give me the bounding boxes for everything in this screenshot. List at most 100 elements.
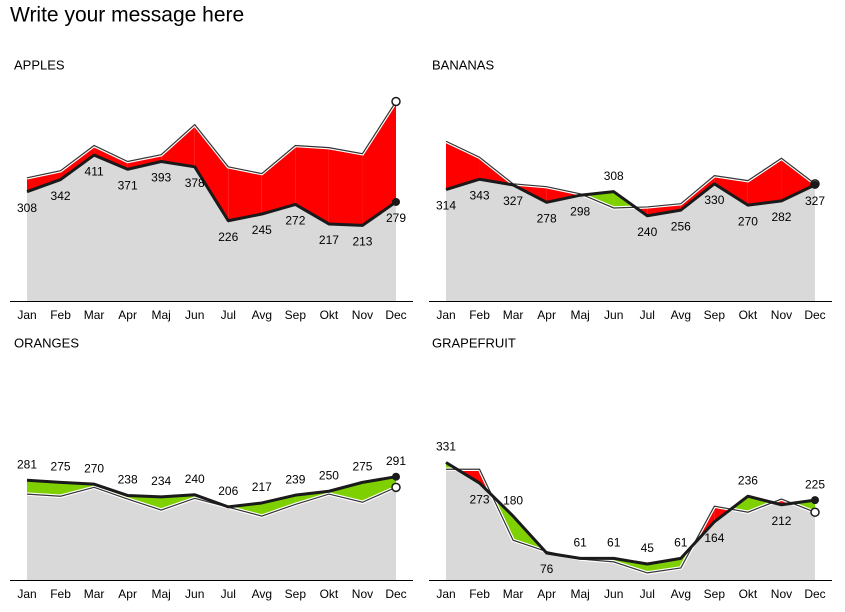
value-label: 279 <box>386 211 406 225</box>
difference-fill <box>362 476 396 503</box>
difference-fill <box>647 558 681 573</box>
x-tick-label: Jan <box>436 308 455 322</box>
chart-title: APPLES <box>14 57 65 72</box>
x-tick-label: Mar <box>503 587 524 601</box>
value-label: 278 <box>537 211 557 225</box>
x-tick-label: Sep <box>285 587 307 601</box>
value-label: 180 <box>503 493 523 507</box>
end-marker <box>392 197 400 206</box>
x-tick-label: Jan <box>17 587 36 601</box>
value-label: 308 <box>17 201 37 215</box>
x-tick-label: Nov <box>352 308 373 322</box>
x-tick-label: Maj <box>152 587 171 601</box>
value-label: 327 <box>805 194 825 208</box>
x-tick-label: Okt <box>320 587 339 601</box>
value-label: 240 <box>637 225 657 239</box>
x-tick-label: Jun <box>185 587 204 601</box>
actual-area <box>446 179 815 301</box>
value-label: 331 <box>436 440 456 454</box>
x-tick-label: Avg <box>671 587 691 601</box>
difference-fill <box>27 170 61 192</box>
value-label: 275 <box>51 460 71 474</box>
difference-fill <box>161 124 195 167</box>
x-tick-label: Nov <box>771 587 792 601</box>
difference-fill <box>328 482 363 503</box>
value-label: 238 <box>118 473 138 487</box>
x-tick-label: Sep <box>285 308 307 322</box>
value-label: 206 <box>218 484 238 498</box>
x-tick-label: Jan <box>436 587 455 601</box>
difference-fill <box>27 480 61 497</box>
x-tick-label: Jun <box>604 308 623 322</box>
x-tick-label: Jun <box>604 587 623 601</box>
difference-fill <box>194 124 229 221</box>
x-tick-label: Okt <box>320 308 339 322</box>
x-tick-label: Dec <box>385 308 406 322</box>
x-tick-label: Jul <box>640 587 655 601</box>
comparison-line <box>26 486 397 517</box>
end-marker <box>810 507 820 517</box>
chart-title: ORANGES <box>14 335 79 350</box>
value-label: 234 <box>151 474 171 488</box>
end-marker <box>391 482 401 493</box>
value-label: 45 <box>641 541 655 555</box>
value-label: 164 <box>704 531 724 545</box>
end-marker <box>392 472 400 481</box>
x-tick-label: Jul <box>221 587 236 601</box>
value-label: 270 <box>738 214 758 228</box>
difference-fill <box>261 495 296 517</box>
value-label: 256 <box>671 219 691 233</box>
value-label: 61 <box>607 536 621 550</box>
difference-fill <box>747 158 782 206</box>
end-marker <box>811 496 819 505</box>
difference-fill <box>60 145 95 180</box>
x-tick-label: Avg <box>252 587 272 601</box>
x-tick-label: Feb <box>469 587 490 601</box>
x-tick-label: Feb <box>469 308 490 322</box>
value-label: 76 <box>540 562 554 576</box>
difference-fill <box>362 101 396 226</box>
x-tick-label: Avg <box>252 308 272 322</box>
value-label: 343 <box>470 188 490 202</box>
x-tick-label: Okt <box>739 587 758 601</box>
x-tick-label: Mar <box>84 587 105 601</box>
value-label: 212 <box>771 514 791 528</box>
value-label: 275 <box>352 460 372 474</box>
x-tick-label: Dec <box>804 308 825 322</box>
x-tick-label: Feb <box>50 308 71 322</box>
actual-line <box>445 177 816 218</box>
x-tick-label: Maj <box>571 587 590 601</box>
x-tick-label: Sep <box>704 587 726 601</box>
difference-fill <box>127 154 162 170</box>
x-tick-label: Jan <box>17 308 36 322</box>
value-label: 245 <box>252 223 272 237</box>
difference-fill <box>94 145 128 170</box>
x-tick-label: Apr <box>118 587 137 601</box>
value-label: 236 <box>738 473 758 487</box>
x-tick-label: Apr <box>118 308 137 322</box>
x-tick-label: Avg <box>671 308 691 322</box>
x-tick-label: Dec <box>804 587 825 601</box>
difference-fill <box>328 147 363 226</box>
value-label: 393 <box>151 171 171 185</box>
end-marker <box>811 180 819 189</box>
difference-fill <box>714 175 748 206</box>
x-tick-label: Dec <box>385 587 406 601</box>
value-label: 217 <box>252 480 272 494</box>
actual-line <box>26 475 397 509</box>
difference-fill <box>781 158 815 201</box>
x-tick-label: Maj <box>571 308 590 322</box>
value-label: 272 <box>285 214 305 228</box>
value-label: 226 <box>218 230 238 244</box>
x-tick-label: Feb <box>50 587 71 601</box>
value-label: 240 <box>185 472 205 486</box>
x-tick-label: Jul <box>221 308 236 322</box>
comparison-line <box>445 140 816 209</box>
value-label: 298 <box>570 204 590 218</box>
x-tick-label: Apr <box>537 587 556 601</box>
value-label: 273 <box>470 492 490 506</box>
x-tick-label: Nov <box>352 587 373 601</box>
value-label: 239 <box>285 472 305 486</box>
x-tick-label: Maj <box>152 308 171 322</box>
value-label: 330 <box>704 193 724 207</box>
